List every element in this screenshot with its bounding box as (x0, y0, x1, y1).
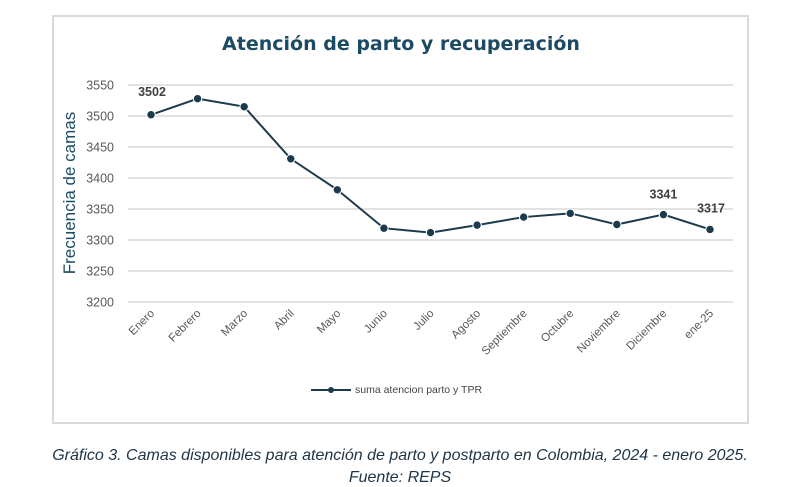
data-point (472, 220, 482, 230)
x-tick-labels: Enero Febrero Marzo Abril Mayo Junio Julio Agos… (127, 308, 716, 358)
data-point (518, 212, 529, 222)
x-tick-label: Febrero (167, 308, 204, 345)
x-tick-label: Julio (411, 308, 436, 333)
y-tick-label: 3550 (86, 79, 114, 93)
y-tick-label: 3450 (86, 141, 114, 155)
figure-caption: Gráfico 3. Camas disponibles para atenci… (52, 447, 748, 464)
y-tick-label: 3400 (86, 172, 114, 186)
data-point (612, 219, 622, 230)
legend: suma atencion parto y TPR (311, 384, 482, 396)
y-tick-label: 3250 (86, 265, 114, 279)
data-labels: 3502 3341 3317 (138, 85, 725, 216)
gridlines (128, 84, 733, 303)
x-tick-label: Marzo (219, 308, 250, 339)
data-label: 3502 (138, 85, 166, 99)
data-point (239, 102, 249, 112)
x-tick-label: Enero (127, 308, 157, 338)
y-tick-label: 3300 (86, 234, 114, 248)
data-point (332, 185, 343, 195)
data-point (565, 208, 575, 219)
data-label: 3317 (697, 201, 725, 215)
data-point (658, 209, 669, 220)
legend-label: suma atencion parto y TPR (355, 384, 483, 396)
data-point (146, 110, 156, 120)
data-point (286, 154, 296, 164)
x-tick-label: Mayo (315, 308, 343, 336)
x-tick-label: Abril (272, 308, 297, 333)
x-tick-label: Agosto (449, 308, 483, 342)
x-tick-label: ene-25 (682, 308, 716, 342)
data-point (705, 224, 715, 235)
y-tick-labels: 3200 3250 3300 3350 3400 3450 3500 3550 (86, 79, 114, 310)
x-tick-label: Junio (362, 308, 390, 336)
y-tick-label: 3350 (86, 203, 114, 217)
y-axis-label: Frecuencia de camas (60, 112, 79, 275)
y-tick-label: 3500 (86, 110, 114, 124)
legend-line-marker-icon (311, 387, 351, 393)
data-point (192, 93, 203, 104)
chart-title: Atención de parto y recuperación (222, 33, 580, 55)
x-tick-label: Septiembre (480, 308, 530, 358)
x-tick-label: Diciembre (624, 308, 669, 353)
data-point (379, 223, 389, 233)
figure-source: Fuente: REPS (348, 469, 452, 486)
series-line (146, 93, 715, 238)
data-point (425, 227, 436, 238)
x-tick-label: Octubre (539, 308, 576, 345)
series-line-path (150, 97, 711, 234)
data-label: 3341 (650, 188, 678, 202)
chart-frame (52, 15, 749, 424)
x-tick-label: Noviembre (575, 308, 623, 356)
y-tick-label: 3200 (86, 296, 114, 310)
